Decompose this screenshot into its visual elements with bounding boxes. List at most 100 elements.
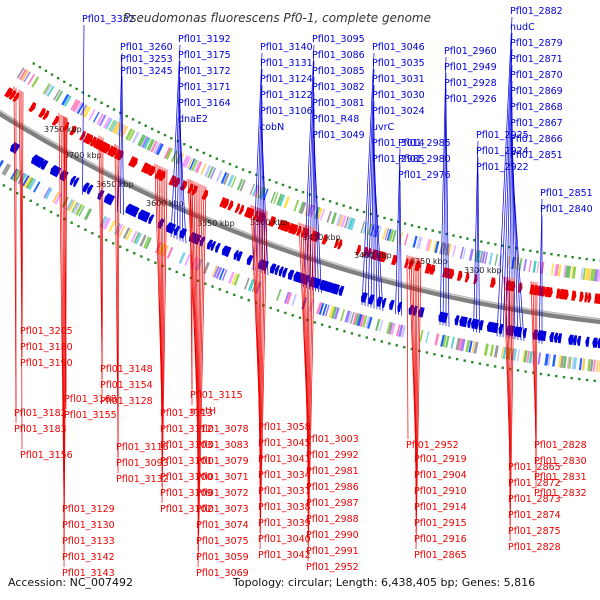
gc-marker-dot — [281, 183, 285, 187]
gc-marker-dot — [2, 184, 6, 187]
reverse-gene-label: Pfl01_3083 — [196, 440, 249, 451]
forward-gene-label: Pfl01_3024 — [372, 106, 425, 117]
feature-block-inner — [258, 186, 265, 199]
reverse-gene-label: Pfl01_3115 — [190, 390, 243, 401]
reverse-gene-arrow — [147, 165, 156, 177]
forward-gene-label: Pfl01_R48 — [312, 114, 359, 125]
reverse-gene-arrow — [219, 197, 226, 208]
feature-block-outer — [2, 164, 12, 176]
feature-block-inner — [204, 165, 212, 178]
forward-gene-arrow — [467, 317, 472, 329]
forward-gene-label: Pfl01_3253 — [120, 54, 173, 65]
feature-block-outer — [528, 351, 534, 364]
feature-block-inner — [319, 208, 326, 221]
feature-block-inner — [441, 242, 447, 255]
gc-marker-dot — [183, 142, 186, 146]
reverse-gene-label: Pfl01_3073 — [196, 504, 249, 515]
feature-block-inner — [156, 143, 164, 156]
feature-block-inner — [459, 246, 465, 259]
gc-marker-dot — [75, 87, 78, 91]
forward-gene-label: Pfl01_2976 — [398, 170, 451, 181]
gc-marker-dot — [168, 267, 171, 271]
reverse-gene-label: Pfl01_3039 — [258, 518, 311, 529]
reverse-gene-label: Pfl01_3078 — [196, 424, 249, 435]
feature-block-outer — [468, 340, 473, 353]
feature-block-inner — [111, 121, 120, 134]
reverse-gene-arrow — [571, 290, 577, 301]
leader-line — [197, 185, 205, 552]
forward-gene-arrow — [537, 330, 543, 341]
feature-block-outer — [75, 203, 84, 216]
map-title: Pseudomonas fluorescens Pf0-1, complete … — [123, 11, 431, 25]
leader-line — [439, 56, 447, 325]
gc-marker-dot — [211, 285, 214, 288]
feature-block-outer — [166, 246, 174, 259]
gc-marker-dot — [91, 232, 94, 235]
reverse-gene-arrow — [247, 208, 255, 219]
gc-marker-dot — [63, 80, 66, 84]
reverse-gene-label: Pfl01_2991 — [306, 546, 359, 557]
feature-block-inner — [76, 102, 85, 115]
feature-block-inner — [330, 212, 338, 225]
reverse-gene-arrow — [106, 145, 114, 156]
feature-block-inner — [484, 251, 488, 264]
feature-block-outer — [218, 268, 225, 280]
forward-gene-arrow — [408, 304, 414, 316]
gc-marker-dot — [501, 244, 504, 247]
leader-line — [197, 184, 203, 536]
feature-block-inner — [200, 163, 207, 176]
feature-block-inner — [163, 146, 171, 159]
forward-gene-arrow — [282, 267, 288, 278]
reverse-gene-label: Pfl01_3112 — [160, 424, 213, 435]
feature-block-inner — [591, 268, 596, 282]
gc-marker-dot — [493, 365, 497, 368]
gc-marker-dot — [515, 247, 518, 250]
reverse-gene-label: Pfl01_3037 — [258, 486, 311, 497]
gc-marker-dot — [335, 202, 339, 205]
label-leaders — [13, 16, 543, 568]
feature-block-inner — [189, 158, 196, 171]
leader-line — [258, 207, 261, 486]
gc-marker-dot — [593, 379, 596, 383]
leader-line — [307, 226, 312, 530]
reverse-gene-label: Pfl01_3132 — [116, 474, 169, 485]
gc-marker-dot — [335, 327, 339, 331]
gc-marker-dot — [547, 373, 550, 377]
reverse-gene-arrow — [154, 168, 162, 180]
gc-marker-dot — [288, 186, 291, 189]
reverse-gene-label: Pfl01_2865 — [508, 462, 561, 473]
feature-block-inner — [137, 134, 145, 146]
reverse-gene-label: Pfl01_3058 — [258, 422, 311, 433]
gc-marker-dot — [417, 225, 421, 229]
feature-block-outer — [244, 277, 250, 290]
gc-marker-dot — [455, 357, 459, 361]
feature-block-outer — [434, 333, 440, 346]
gc-marker-dot — [144, 124, 147, 127]
reverse-gene-label: Pfl01_2828 — [508, 542, 561, 553]
feature-block-outer — [522, 350, 526, 363]
reverse-gene-label: Pfl01_3093 — [116, 458, 169, 469]
feature-block-inner — [335, 213, 342, 227]
reverse-gene-label: Pfl01_2988 — [306, 514, 359, 525]
feature-block-inner — [230, 176, 237, 188]
feature-block-outer — [43, 186, 51, 199]
leader-line — [473, 140, 479, 332]
leader-line — [399, 180, 402, 316]
forward-gene-label: Pfl01_2868 — [510, 102, 563, 113]
gc-marker-dot — [431, 229, 434, 232]
gc-marker-dot — [49, 210, 53, 214]
feature-block-outer — [221, 269, 228, 281]
forward-gene-label: Pfl01_2867 — [510, 118, 563, 129]
feature-block-outer — [233, 273, 240, 286]
feature-block-outer — [284, 291, 290, 304]
feature-block-inner — [452, 245, 457, 258]
feature-block-outer — [115, 223, 124, 236]
gc-marker-dot — [176, 139, 180, 143]
gc-marker-dot — [383, 216, 386, 220]
feature-block-outer — [135, 232, 143, 245]
reverse-gene-arrow — [222, 198, 230, 209]
reverse-gene-label: Pfl01_3156 — [20, 450, 73, 461]
feature-block-outer — [366, 316, 373, 329]
feature-block-outer — [228, 271, 235, 284]
leader-line — [173, 60, 181, 239]
